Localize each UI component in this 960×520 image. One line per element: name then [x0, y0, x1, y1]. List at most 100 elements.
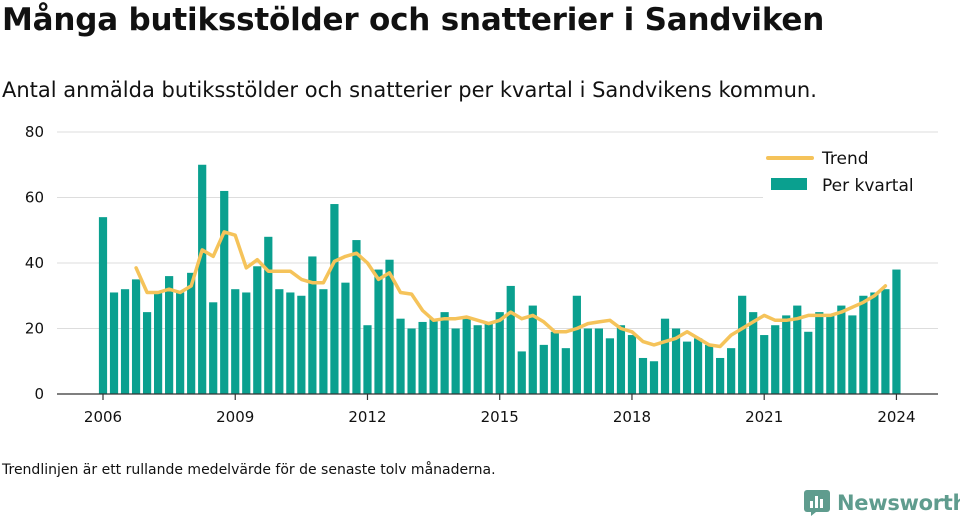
bar — [705, 344, 714, 394]
bar — [142, 312, 152, 394]
bar — [473, 325, 482, 394]
legend-bar-swatch — [771, 178, 807, 190]
bar — [176, 292, 185, 394]
bar — [749, 312, 758, 394]
bar — [264, 236, 273, 394]
axis: 2006 2009 2012 2015 2018 2021 2024 — [57, 393, 938, 426]
bar — [429, 318, 438, 394]
bar — [242, 292, 251, 394]
bar — [308, 256, 317, 394]
bar — [649, 361, 659, 394]
bar — [198, 164, 207, 394]
chart-title: Många butiksstölder och snatterier i San… — [2, 2, 825, 38]
bar — [671, 328, 681, 394]
x-tick-label: 2018 — [613, 408, 651, 426]
bar — [682, 341, 692, 394]
y-tick-label: 80 — [25, 123, 44, 141]
bar — [220, 190, 229, 394]
bar — [231, 289, 240, 394]
bar — [616, 325, 626, 394]
bar — [539, 344, 548, 394]
y-tick-label: 20 — [25, 320, 44, 338]
bar — [583, 328, 592, 394]
bar — [826, 315, 835, 394]
y-tick-label: 60 — [25, 189, 44, 207]
bar — [892, 269, 901, 394]
bar — [440, 312, 449, 394]
bar — [572, 295, 581, 394]
bar — [870, 292, 879, 394]
bar — [98, 217, 108, 394]
bar — [550, 331, 559, 394]
bar — [286, 292, 295, 394]
bar — [451, 328, 460, 394]
bar — [154, 292, 163, 394]
bar — [837, 305, 846, 394]
bars — [98, 164, 901, 394]
bar — [275, 289, 284, 394]
bar — [330, 204, 339, 394]
bar-chart-icon — [804, 490, 830, 516]
brand-logo: Newsworthy — [804, 486, 960, 520]
bar — [297, 295, 306, 394]
bar — [120, 289, 130, 394]
bar — [418, 321, 427, 394]
legend-background — [763, 144, 939, 202]
chart-subtitle: Antal anmälda butiksstölder och snatteri… — [2, 78, 817, 102]
bar — [374, 269, 383, 394]
bar — [561, 348, 570, 394]
bar — [341, 282, 350, 394]
chart: 0 20 40 60 80 2006 2009 2012 2015 2018 2021 2024 T… — [25, 123, 939, 426]
bar — [793, 305, 802, 394]
bar — [716, 357, 725, 394]
trend-line — [134, 230, 888, 349]
y-tick-label: 40 — [25, 254, 44, 272]
bar — [693, 338, 703, 394]
footnote: Trendlinjen är ett rullande medelvärde f… — [2, 462, 496, 478]
trend-layer — [134, 230, 888, 349]
x-tick-label: 2021 — [745, 408, 783, 426]
brand-name: Newsworthy — [837, 491, 960, 515]
bar — [528, 305, 537, 394]
x-tick-label: 2015 — [481, 408, 519, 426]
legend-bar-label: Per kvartal — [822, 176, 914, 196]
bar — [407, 328, 416, 394]
bar — [396, 318, 405, 394]
bar — [605, 338, 615, 394]
bar — [165, 276, 174, 394]
bar — [253, 266, 262, 394]
bar — [738, 295, 747, 394]
y-tick-label: 0 — [34, 385, 44, 403]
bar — [848, 315, 857, 394]
bar — [484, 321, 493, 394]
bar — [594, 328, 603, 394]
bar — [881, 289, 890, 394]
x-tick-label: 2006 — [84, 408, 122, 426]
x-tick-label: 2009 — [216, 408, 254, 426]
bar — [859, 295, 868, 394]
bar — [352, 240, 361, 394]
bar — [660, 318, 670, 394]
bar — [771, 325, 780, 394]
bar — [363, 325, 372, 394]
bar — [727, 348, 736, 394]
bar — [109, 292, 119, 394]
bar — [187, 272, 196, 394]
bar — [462, 318, 471, 394]
bar — [815, 312, 824, 394]
bar — [517, 351, 526, 394]
bar — [760, 335, 769, 394]
bar — [506, 285, 515, 394]
bar — [131, 279, 141, 394]
bar — [627, 335, 637, 394]
x-tick-label: 2012 — [348, 408, 386, 426]
bar — [804, 331, 813, 394]
bar — [385, 259, 394, 394]
bar — [319, 289, 328, 394]
bar — [782, 315, 791, 394]
bar — [495, 312, 504, 394]
legend: Trend Per kvartal — [763, 144, 939, 202]
bar — [638, 357, 648, 394]
x-tick-label: 2024 — [877, 408, 915, 426]
legend-trend-label: Trend — [821, 149, 869, 169]
